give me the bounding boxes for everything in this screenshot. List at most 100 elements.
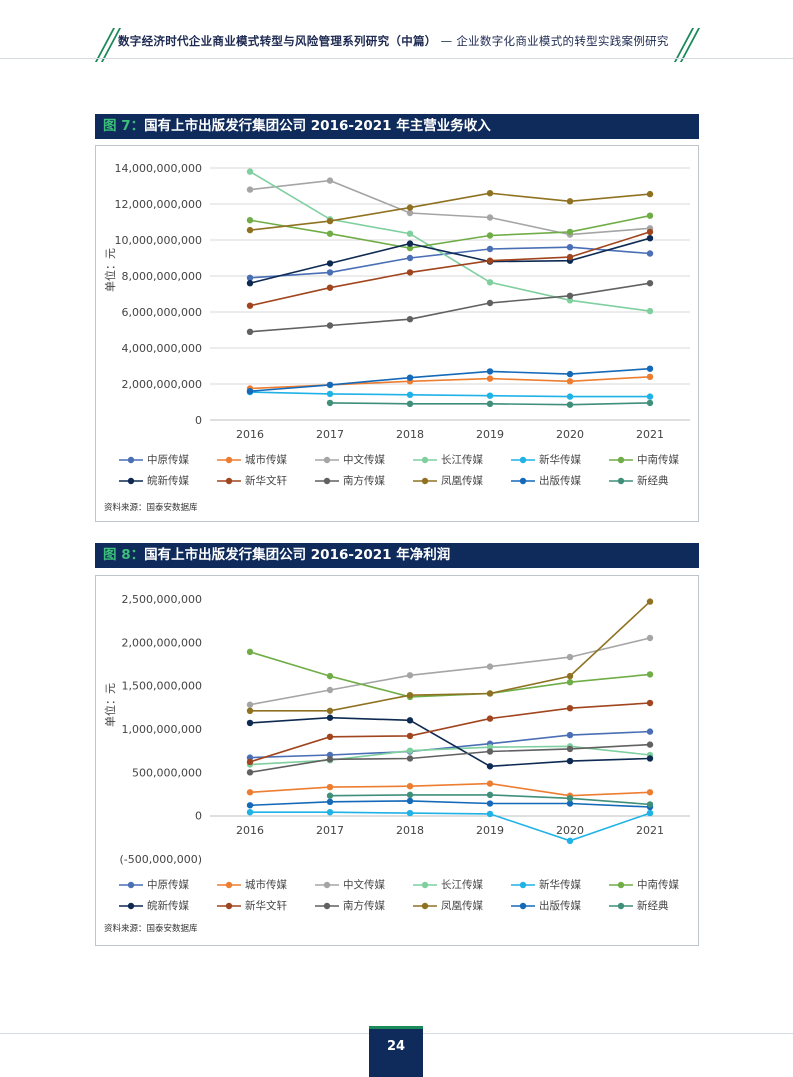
series-line xyxy=(249,651,651,698)
data-point xyxy=(566,378,574,385)
data-point xyxy=(406,692,414,699)
data-point xyxy=(566,228,574,236)
legend-swatch-icon xyxy=(413,477,437,485)
series-line xyxy=(250,601,651,712)
series-line xyxy=(249,192,651,231)
data-point xyxy=(566,653,574,661)
data-point xyxy=(646,789,654,796)
data-point xyxy=(566,297,574,304)
legend-swatch-icon xyxy=(511,902,535,910)
data-point xyxy=(646,393,654,400)
data-point xyxy=(646,235,654,242)
series-line xyxy=(249,179,651,236)
legend-swatch-icon xyxy=(217,456,241,464)
figure-7-title-bar: 图 7：国有上市出版发行集团公司 2016-2021 年主营业务收入 xyxy=(95,114,699,139)
data-point xyxy=(246,701,254,708)
data-point xyxy=(486,800,494,807)
legend-swatch-icon xyxy=(413,881,437,889)
data-point xyxy=(566,745,574,753)
figure-7-chart-panel: 0 2,000,000,000 4,000,000,000 6,000,000,000… xyxy=(95,145,699,522)
data-point xyxy=(646,250,654,257)
data-point xyxy=(326,177,334,184)
y-tick-label: 500,000,000 xyxy=(132,766,202,779)
data-point xyxy=(486,257,494,264)
x-tick-label: 2017 xyxy=(316,824,344,837)
data-point xyxy=(566,795,574,802)
legend-swatch-icon xyxy=(511,477,535,485)
data-point xyxy=(406,244,414,252)
series-line xyxy=(249,702,651,763)
legend-label: 新华传媒 xyxy=(539,454,581,466)
legend-swatch-icon xyxy=(315,881,339,889)
legend-label: 皖新传媒 xyxy=(147,900,189,912)
x-tick-label: 2020 xyxy=(556,428,584,441)
data-point xyxy=(646,598,654,605)
y-tick-label: 2,000,000,000 xyxy=(122,378,202,391)
data-point xyxy=(326,714,334,721)
data-point xyxy=(406,230,414,237)
series-line xyxy=(249,237,651,284)
data-point xyxy=(566,401,574,408)
data-point xyxy=(246,809,254,816)
data-point xyxy=(246,648,254,656)
legend-item: 新华文轩 xyxy=(216,473,287,488)
data-point xyxy=(326,269,334,276)
figure-7-source: 资料来源：国泰安数据库 xyxy=(104,503,198,513)
y-axis-label: 单位：元 xyxy=(103,683,117,727)
data-point xyxy=(566,837,574,844)
data-point xyxy=(326,686,334,694)
data-point xyxy=(646,728,654,735)
legend-swatch-icon xyxy=(119,456,143,464)
data-point xyxy=(486,232,494,239)
legend-item: 新华传媒 xyxy=(510,877,581,892)
series-line xyxy=(249,282,651,333)
legend-item: 凤凰传媒 xyxy=(412,473,483,488)
data-point xyxy=(646,809,654,817)
figure-8-source: 资料来源：国泰安数据库 xyxy=(104,924,198,934)
y-tick-label: 2,000,000,000 xyxy=(122,636,202,649)
legend-label: 中原传媒 xyxy=(147,454,189,466)
series-line xyxy=(249,800,651,808)
data-point xyxy=(246,769,254,776)
series-line xyxy=(249,367,651,392)
legend-item: 长江传媒 xyxy=(412,877,483,892)
legend-swatch-icon xyxy=(413,456,437,464)
data-point xyxy=(406,783,414,790)
data-point xyxy=(406,791,414,799)
data-point xyxy=(486,375,494,382)
legend-swatch-icon xyxy=(217,902,241,910)
legend-swatch-icon xyxy=(609,902,633,910)
data-point xyxy=(326,792,334,799)
data-point xyxy=(246,388,254,395)
page-header: 数字经济时代企业商业模式转型与风险管理系列研究（中篇） — 企业数字化商业模式的… xyxy=(0,0,793,62)
data-point xyxy=(646,307,654,315)
x-tick-label: 2020 xyxy=(556,824,584,837)
series-line xyxy=(249,231,651,307)
data-point xyxy=(246,226,254,234)
x-tick-label: 2017 xyxy=(316,428,344,441)
legend-label: 凤凰传媒 xyxy=(441,900,483,912)
data-point xyxy=(406,400,414,407)
legend-label: 凤凰传媒 xyxy=(441,475,483,487)
data-point xyxy=(246,274,254,281)
header-rule xyxy=(0,58,793,59)
data-point xyxy=(246,280,254,287)
data-point xyxy=(486,663,494,670)
legend-item: 新华文轩 xyxy=(216,898,287,913)
data-point xyxy=(646,212,654,219)
legend-swatch-icon xyxy=(119,477,143,485)
x-tick-label: 2016 xyxy=(236,428,264,441)
legend-item: 中原传媒 xyxy=(118,452,189,467)
page-number-accent xyxy=(369,1026,423,1029)
data-point xyxy=(566,757,574,765)
legend-item: 中南传媒 xyxy=(608,452,679,467)
y-axis-label: 单位：元 xyxy=(103,248,117,292)
y-tick-label: 12,000,000,000 xyxy=(115,198,202,211)
data-point xyxy=(326,284,334,291)
legend-label: 中文传媒 xyxy=(343,879,385,891)
data-point xyxy=(486,780,494,787)
header-title-rest: — 企业数字化商业模式的转型实践案例研究 xyxy=(440,34,669,48)
data-point xyxy=(566,679,574,686)
data-point xyxy=(326,798,334,805)
data-point xyxy=(246,802,254,809)
